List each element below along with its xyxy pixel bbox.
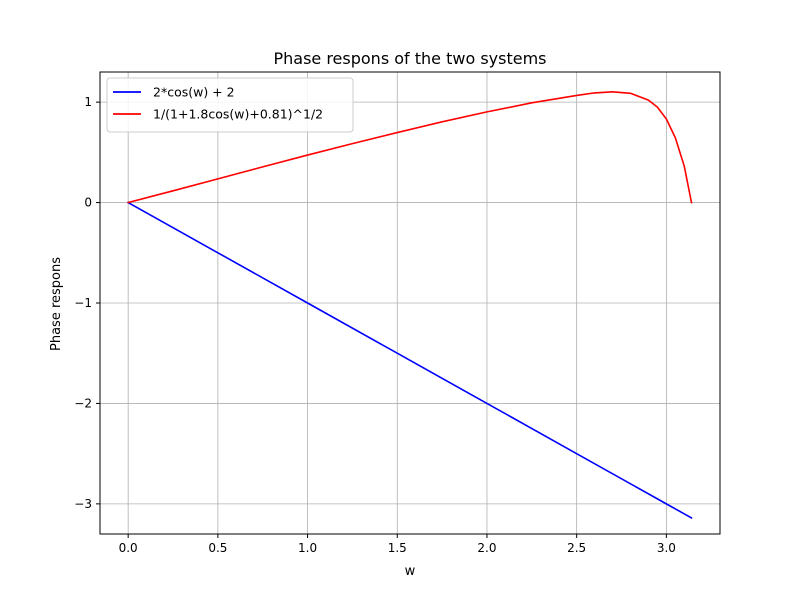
x-tick-label: 0.0 <box>119 541 138 555</box>
x-tick-label: 1.5 <box>388 541 407 555</box>
y-tick-label: −3 <box>74 497 92 511</box>
x-tick-label: 0.5 <box>208 541 227 555</box>
x-tick-label: 2.0 <box>477 541 496 555</box>
legend-box <box>106 77 354 133</box>
x-axis-label: w <box>405 564 416 579</box>
legend-label-2: 1/(1+1.8cos(w)+0.81)^1/2 <box>153 107 323 122</box>
series-line-1 <box>127 201 693 520</box>
x-tick-label: 3.0 <box>657 541 676 555</box>
y-tick-label: 1 <box>84 95 92 109</box>
series-line-2 <box>127 90 693 204</box>
y-tick-label: 0 <box>84 196 92 210</box>
y-axis-label: Phase respons <box>49 257 64 351</box>
legend: 2*cos(w) + 2 1/(1+1.8cos(w)+0.81)^1/2 <box>106 77 354 133</box>
x-tick-label: 2.5 <box>567 541 586 555</box>
y-tick-label: −2 <box>74 396 92 410</box>
y-tick-label: −1 <box>74 296 92 310</box>
legend-label-1: 2*cos(w) + 2 <box>153 85 235 100</box>
x-tick-label: 1.0 <box>298 541 317 555</box>
chart-title: Phase respons of the two systems <box>273 49 546 68</box>
plot-area: 0.0 0.5 1.0 1.5 2.0 2.5 3.0 −3 −2 −1 0 1 2*cos(w) + … <box>74 71 721 555</box>
